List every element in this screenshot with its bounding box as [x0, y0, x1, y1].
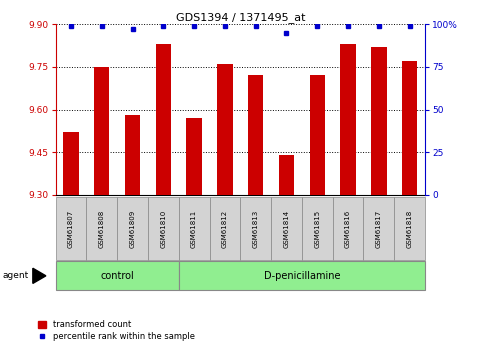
Text: GSM61816: GSM61816 — [345, 209, 351, 248]
Bar — [248, 76, 263, 195]
Bar — [179, 261, 425, 290]
Text: GSM61813: GSM61813 — [253, 209, 259, 248]
Bar — [94, 67, 110, 195]
Bar — [341, 44, 356, 195]
Bar — [279, 155, 294, 195]
Bar — [394, 197, 425, 260]
Bar — [56, 261, 179, 290]
Bar — [333, 197, 364, 260]
Title: GDS1394 / 1371495_at: GDS1394 / 1371495_at — [175, 12, 305, 23]
Text: GSM61818: GSM61818 — [407, 209, 412, 248]
Bar — [56, 197, 86, 260]
Bar — [402, 61, 417, 195]
Bar — [63, 132, 79, 195]
Text: D-penicillamine: D-penicillamine — [264, 271, 340, 281]
Bar — [186, 118, 202, 195]
Text: agent: agent — [2, 271, 28, 280]
Text: GSM61810: GSM61810 — [160, 209, 166, 248]
Bar — [302, 197, 333, 260]
Text: GSM61808: GSM61808 — [99, 209, 105, 248]
Bar — [117, 197, 148, 260]
Bar — [364, 197, 394, 260]
Bar — [271, 197, 302, 260]
Text: GSM61815: GSM61815 — [314, 209, 320, 248]
Bar — [179, 197, 210, 260]
Bar — [125, 115, 140, 195]
Polygon shape — [33, 268, 46, 284]
Bar — [156, 44, 171, 195]
Text: GSM61811: GSM61811 — [191, 209, 197, 248]
Text: GSM61807: GSM61807 — [68, 209, 74, 248]
Bar — [371, 47, 386, 195]
Text: GSM61809: GSM61809 — [129, 209, 136, 248]
Bar — [148, 197, 179, 260]
Text: GSM61812: GSM61812 — [222, 209, 228, 248]
Bar — [310, 76, 325, 195]
Bar — [210, 197, 240, 260]
Bar — [240, 197, 271, 260]
Text: GSM61817: GSM61817 — [376, 209, 382, 248]
Bar — [217, 64, 233, 195]
Bar — [86, 197, 117, 260]
Text: GSM61814: GSM61814 — [284, 209, 289, 248]
Text: control: control — [100, 271, 134, 281]
Legend: transformed count, percentile rank within the sample: transformed count, percentile rank withi… — [38, 321, 195, 341]
